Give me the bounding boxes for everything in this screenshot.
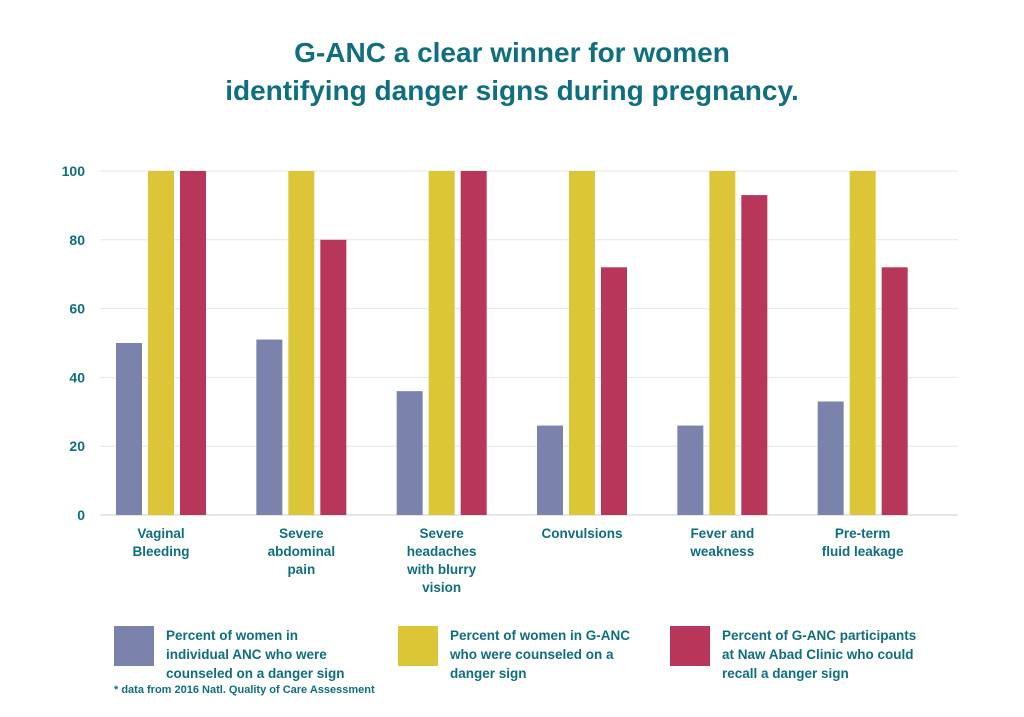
bar xyxy=(849,171,876,515)
bar xyxy=(396,391,423,515)
category-label: Severe abdominal pain xyxy=(268,526,336,577)
bars xyxy=(116,171,908,516)
legend-swatch-individual-anc xyxy=(114,626,154,666)
bar-chart: 0 20 40 60 80 100 Vaginal Bleeding Severe abdomi… xyxy=(62,163,958,595)
y-tick-label: 0 xyxy=(77,507,85,523)
bar xyxy=(709,171,736,515)
bar xyxy=(601,267,627,515)
legend-item-individual-anc: Percent of women in individual ANC who we… xyxy=(114,626,386,683)
category-label: Pre-term fluid leakage xyxy=(822,526,904,559)
gridlines xyxy=(100,170,958,516)
bar xyxy=(741,195,768,515)
bar xyxy=(569,171,595,515)
bar xyxy=(677,425,704,515)
bar xyxy=(320,239,347,516)
category-label: Convulsions xyxy=(541,526,622,541)
y-axis-ticks: 0 20 40 60 80 100 xyxy=(62,163,86,523)
chart-title: G-ANC a clear winner for women identifyi… xyxy=(0,34,1024,110)
category-label: Fever and weakness xyxy=(689,526,754,559)
bar xyxy=(116,343,142,515)
bar xyxy=(817,401,844,515)
bar xyxy=(537,425,563,515)
bar xyxy=(256,339,283,515)
category-labels: Vaginal Bleeding Severe abdominal pain Severe… xyxy=(132,526,904,595)
y-tick-label: 40 xyxy=(69,369,85,385)
legend-swatch-naw-abad xyxy=(670,626,710,666)
y-tick-label: 100 xyxy=(62,163,86,179)
y-tick-label: 60 xyxy=(69,301,85,317)
legend-item-g-anc: Percent of women in G-ANC who were counse… xyxy=(398,626,670,683)
legend-label-naw-abad: Percent of G-ANC participants at Naw Abad… xyxy=(722,628,917,681)
category-label: Vaginal Bleeding xyxy=(132,526,189,559)
bar xyxy=(881,267,908,515)
y-tick-label: 20 xyxy=(69,438,85,454)
bar xyxy=(460,171,487,515)
y-tick-label: 80 xyxy=(69,232,85,248)
legend-item-naw-abad: Percent of G-ANC participants at Naw Abad… xyxy=(670,626,942,683)
category-label: Severe headaches with blurry vision xyxy=(406,526,476,595)
legend-swatch-g-anc xyxy=(398,626,438,666)
chart-title-line-1: G-ANC a clear winner for women xyxy=(294,37,730,68)
bar xyxy=(148,171,174,515)
legend-label-g-anc: Percent of women in G-ANC who were counse… xyxy=(450,628,631,681)
bar xyxy=(428,171,455,515)
bar xyxy=(180,171,206,515)
bar xyxy=(288,171,315,515)
footnote: * data from 2016 Natl. Quality of Care A… xyxy=(114,684,375,696)
chart-title-line-2: identifying danger signs during pregnanc… xyxy=(225,75,799,106)
legend-label-individual-anc: Percent of women in individual ANC who we… xyxy=(166,628,345,681)
